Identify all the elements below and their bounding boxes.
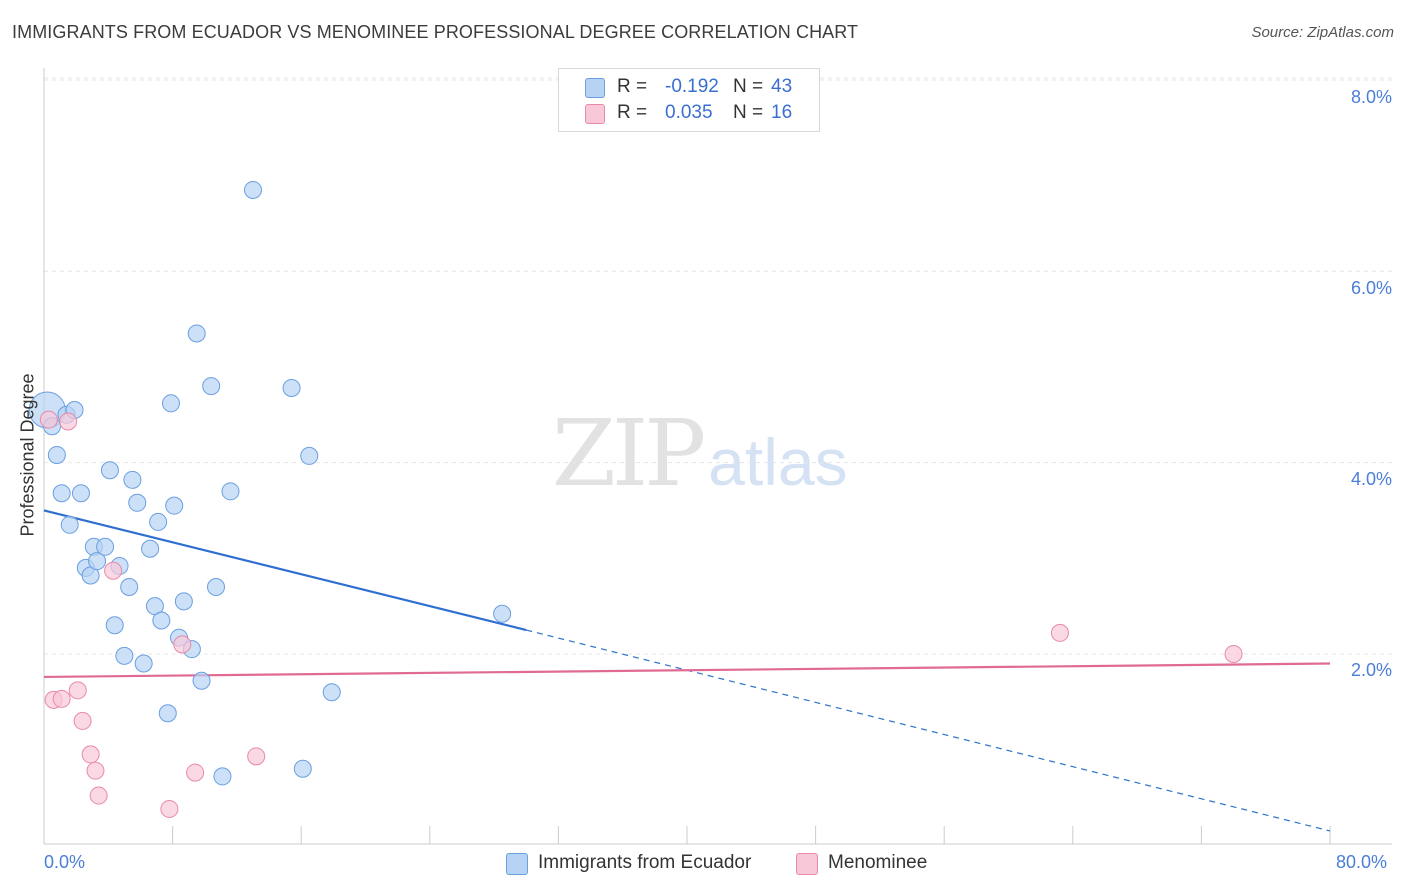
point-menominee <box>1050 623 1069 642</box>
x-tick-label-min: 0.0% <box>44 852 86 872</box>
legend-swatch-menominee <box>796 853 818 875</box>
point-menominee <box>89 786 108 805</box>
point-ecuador <box>165 496 184 515</box>
point-ecuador <box>213 767 232 786</box>
point-ecuador <box>120 577 139 596</box>
point-ecuador <box>221 482 240 501</box>
trend-line-menominee <box>43 662 1331 679</box>
point-ecuador <box>493 604 512 623</box>
n-label: N = <box>733 102 764 123</box>
stats-swatch-ecuador <box>585 78 605 98</box>
point-ecuador <box>152 611 171 630</box>
legend-label-menominee: Menominee <box>828 852 928 873</box>
n-value: 16 <box>771 102 793 123</box>
point-menominee <box>73 711 92 730</box>
trend-line-ecuador <box>43 509 527 632</box>
point-ecuador <box>100 461 119 480</box>
point-menominee <box>68 681 87 700</box>
legend-label-ecuador: Immigrants from Ecuador <box>538 852 752 873</box>
trend-line-ecuador-dashed <box>526 629 1331 832</box>
point-ecuador <box>174 592 193 611</box>
stats-legend: R = -0.192 N = 43 R = 0.035 N = 16 <box>558 68 820 132</box>
point-ecuador <box>88 552 107 571</box>
r-label: R = <box>617 76 648 97</box>
point-menominee <box>59 412 78 431</box>
point-ecuador <box>192 671 211 690</box>
point-ecuador <box>115 646 134 665</box>
point-ecuador <box>158 704 177 723</box>
point-ecuador <box>202 377 221 396</box>
legend-swatch-ecuador <box>506 853 528 875</box>
point-ecuador <box>149 512 168 531</box>
chart-title: IMMIGRANTS FROM ECUADOR VS MENOMINEE PRO… <box>12 22 859 42</box>
point-ecuador <box>161 394 180 413</box>
point-menominee <box>1224 644 1243 663</box>
point-ecuador <box>282 378 301 397</box>
point-ecuador <box>47 445 66 464</box>
y-axis-label: Professional Degree <box>17 373 38 537</box>
y-tick-label-8: 8.0% <box>1350 87 1392 107</box>
n-label: N = <box>733 76 764 97</box>
point-menominee <box>39 410 58 429</box>
point-menominee <box>104 561 123 580</box>
point-menominee <box>186 763 205 782</box>
point-ecuador <box>71 484 90 503</box>
point-ecuador <box>243 180 262 199</box>
point-ecuador <box>207 577 226 596</box>
point-menominee <box>160 799 179 818</box>
point-menominee <box>173 635 192 654</box>
r-label: R = <box>617 102 648 123</box>
point-ecuador <box>322 683 341 702</box>
point-menominee <box>86 761 105 780</box>
point-menominee <box>81 745 100 764</box>
point-menominee <box>52 689 71 708</box>
n-value: 43 <box>771 76 793 97</box>
source-label: Source: ZipAtlas.com <box>1251 24 1394 41</box>
point-ecuador <box>60 515 79 534</box>
point-ecuador <box>187 324 206 343</box>
y-tick-label-6: 6.0% <box>1350 278 1392 298</box>
point-ecuador <box>300 446 319 465</box>
point-ecuador <box>96 537 115 556</box>
point-ecuador <box>293 759 312 778</box>
point-ecuador <box>52 484 71 503</box>
point-ecuador <box>134 654 153 673</box>
point-menominee <box>247 747 266 766</box>
y-tick-label-4: 4.0% <box>1350 469 1392 489</box>
point-ecuador <box>105 616 124 635</box>
point-ecuador <box>141 539 160 558</box>
x-tick-label-max: 80.0% <box>1336 852 1388 872</box>
stats-swatch-menominee <box>585 104 605 124</box>
y-tick-label-2: 2.0% <box>1350 660 1392 680</box>
r-value: 0.035 <box>665 102 713 123</box>
r-value: -0.192 <box>665 76 719 97</box>
point-ecuador <box>128 493 147 512</box>
point-ecuador <box>123 470 142 489</box>
